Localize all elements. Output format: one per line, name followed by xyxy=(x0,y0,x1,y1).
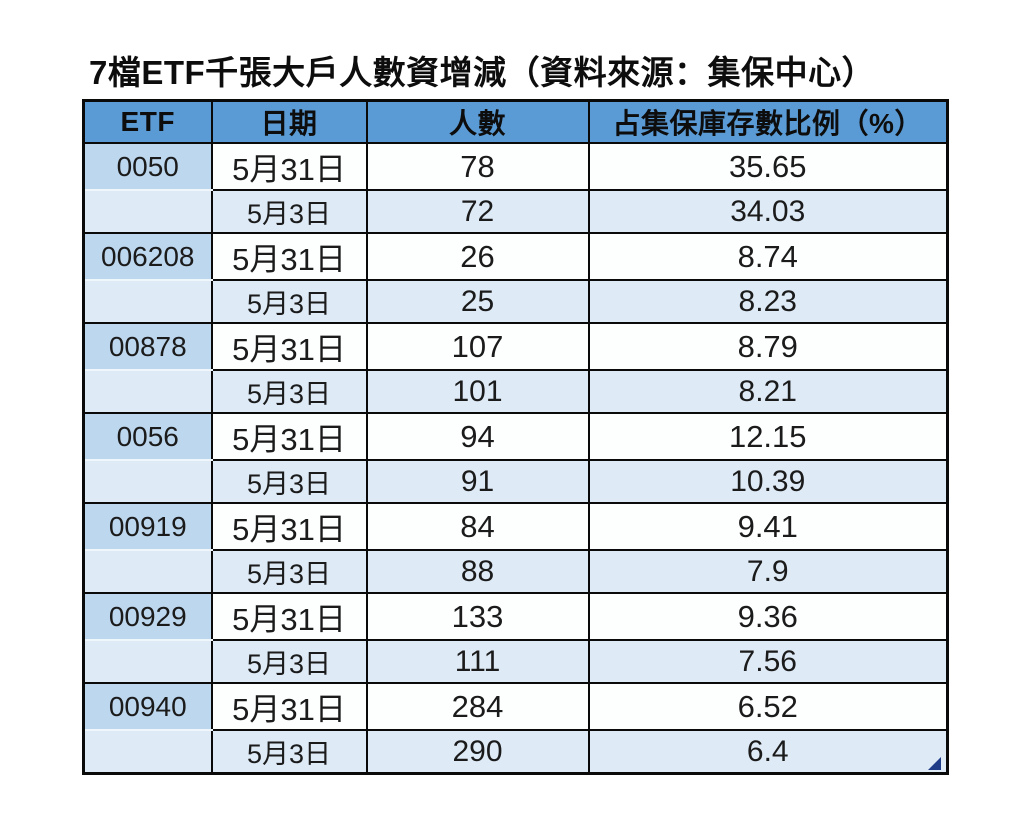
date-cell: 5月3日 xyxy=(210,459,368,505)
ratio-cell: 7.56 xyxy=(587,639,949,685)
date-cell: 5月3日 xyxy=(210,369,368,415)
etf-empty-cell xyxy=(82,639,213,685)
ratio-cell: 8.74 xyxy=(587,232,949,282)
etf-empty-cell xyxy=(82,459,213,505)
ratio-cell: 34.03 xyxy=(587,189,949,235)
ratio-cell: 8.23 xyxy=(587,279,949,325)
etf-code-cell: 006208 xyxy=(82,232,213,282)
date-cell: 5月31日 xyxy=(210,232,368,282)
table-title: 7檔ETF千張大戶人數資增減（資料來源：集保中心） xyxy=(89,54,876,91)
count-cell: 284 xyxy=(365,682,590,732)
table-row: 006208 5月31日 26 8.74 xyxy=(82,232,949,282)
etf-empty-cell xyxy=(82,369,213,415)
count-cell: 88 xyxy=(365,549,590,595)
count-cell: 101 xyxy=(365,369,590,415)
count-cell: 26 xyxy=(365,232,590,282)
count-cell: 91 xyxy=(365,459,590,505)
etf-code-cell: 0050 xyxy=(82,142,213,192)
count-cell: 107 xyxy=(365,322,590,372)
count-cell: 72 xyxy=(365,189,590,235)
etf-empty-cell xyxy=(82,729,213,775)
column-header-3: 占集保庫存數比例（%） xyxy=(587,99,949,145)
column-header-1: 日期 xyxy=(210,99,368,145)
table-body: 0050 5月31日 78 35.65 5月3日 72 34.03 006208 5月31日 26… xyxy=(82,142,949,775)
table-resize-handle-icon xyxy=(928,757,941,771)
date-cell: 5月31日 xyxy=(210,322,368,372)
table-row: 00878 5月31日 107 8.79 xyxy=(82,322,949,372)
count-cell: 94 xyxy=(365,412,590,462)
ratio-cell: 9.41 xyxy=(587,502,949,552)
table-row: 5月3日 72 34.03 xyxy=(82,189,949,235)
count-cell: 111 xyxy=(365,639,590,685)
table-row: 5月3日 25 8.23 xyxy=(82,279,949,325)
date-cell: 5月31日 xyxy=(210,412,368,462)
count-cell: 133 xyxy=(365,592,590,642)
page: 7檔ETF千張大戶人數資增減（資料來源：集保中心） ETF 日期 人數 占集保庫存數比… xyxy=(82,52,949,776)
table-row: 00929 5月31日 133 9.36 xyxy=(82,592,949,642)
ratio-cell: 12.15 xyxy=(587,412,949,462)
table-row: 5月3日 88 7.9 xyxy=(82,549,949,595)
ratio-cell: 6.52 xyxy=(587,682,949,732)
table-header: ETF 日期 人數 占集保庫存數比例（%） xyxy=(82,99,949,145)
etf-code-cell: 0056 xyxy=(82,412,213,462)
date-cell: 5月3日 xyxy=(210,729,368,775)
etf-table-container: ETF 日期 人數 占集保庫存數比例（%） 0050 5月31日 78 35.65 5月3日 7… xyxy=(82,99,949,776)
etf-code-cell: 00919 xyxy=(82,502,213,552)
date-cell: 5月3日 xyxy=(210,279,368,325)
table-row: 00919 5月31日 84 9.41 xyxy=(82,502,949,552)
table-row: 5月3日 91 10.39 xyxy=(82,459,949,505)
date-cell: 5月3日 xyxy=(210,549,368,595)
etf-code-cell: 00940 xyxy=(82,682,213,732)
date-cell: 5月31日 xyxy=(210,682,368,732)
table-row: 0050 5月31日 78 35.65 xyxy=(82,142,949,192)
count-cell: 78 xyxy=(365,142,590,192)
date-cell: 5月31日 xyxy=(210,592,368,642)
table-row: 00940 5月31日 284 6.52 xyxy=(82,682,949,732)
table-row: 0056 5月31日 94 12.15 xyxy=(82,412,949,462)
etf-code-cell: 00878 xyxy=(82,322,213,372)
header-row: ETF 日期 人數 占集保庫存數比例（%） xyxy=(82,99,949,145)
ratio-cell: 35.65 xyxy=(587,142,949,192)
ratio-cell: 7.9 xyxy=(587,549,949,595)
date-cell: 5月3日 xyxy=(210,639,368,685)
ratio-cell: 6.4 xyxy=(587,729,949,775)
table-row: 5月3日 111 7.56 xyxy=(82,639,949,685)
etf-empty-cell xyxy=(82,189,213,235)
count-cell: 25 xyxy=(365,279,590,325)
etf-empty-cell xyxy=(82,279,213,325)
count-cell: 84 xyxy=(365,502,590,552)
ratio-cell: 9.36 xyxy=(587,592,949,642)
date-cell: 5月31日 xyxy=(210,142,368,192)
date-cell: 5月31日 xyxy=(210,502,368,552)
table-row: 5月3日 290 6.4 xyxy=(82,729,949,775)
table-row: 5月3日 101 8.21 xyxy=(82,369,949,415)
etf-code-cell: 00929 xyxy=(82,592,213,642)
etf-table: ETF 日期 人數 占集保庫存數比例（%） 0050 5月31日 78 35.65 5月3日 7… xyxy=(82,99,949,776)
count-cell: 290 xyxy=(365,729,590,775)
ratio-cell: 8.21 xyxy=(587,369,949,415)
column-header-0: ETF xyxy=(82,99,213,145)
etf-empty-cell xyxy=(82,549,213,595)
ratio-cell: 8.79 xyxy=(587,322,949,372)
column-header-2: 人數 xyxy=(365,99,590,145)
ratio-cell: 10.39 xyxy=(587,459,949,505)
date-cell: 5月3日 xyxy=(210,189,368,235)
